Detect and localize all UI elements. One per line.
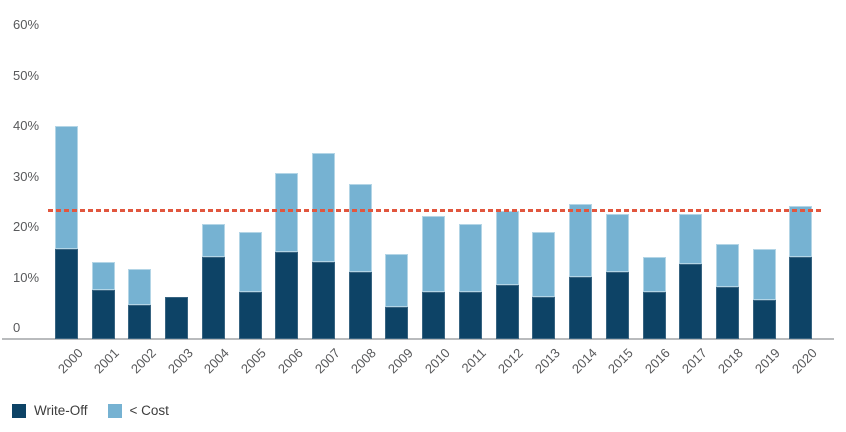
bar-segment-write-off-2014 (569, 277, 593, 339)
bar-segment-less-cost-2013 (532, 231, 556, 298)
bar-segment-write-off-2017 (679, 264, 703, 339)
bar-segment-write-off-2015 (605, 271, 629, 339)
y-tick-label: 20% (13, 219, 40, 234)
bar-segment-write-off-2016 (642, 292, 666, 339)
legend-label-less-cost: < Cost (129, 403, 169, 418)
legend-swatch-less-cost (107, 403, 122, 418)
bar-segment-less-cost-2001 (91, 261, 115, 290)
bar-segment-less-cost-2018 (715, 244, 739, 288)
bar-segment-less-cost-2014 (569, 203, 593, 277)
legend: Write-Off < Cost (12, 403, 189, 418)
bar-segment-write-off-2010 (422, 292, 446, 339)
legend-swatch-write-off (12, 403, 26, 418)
bar-segment-less-cost-2007 (312, 153, 336, 262)
bar-segment-less-cost-2009 (385, 254, 409, 308)
bar-segment-write-off-2019 (752, 299, 776, 339)
y-tick-label: 60% (13, 17, 40, 32)
bar-segment-write-off-2005 (238, 292, 262, 339)
bar-segment-less-cost-2006 (275, 173, 299, 252)
bar-segment-write-off-2004 (201, 256, 225, 339)
bar-segment-less-cost-2017 (679, 213, 703, 265)
bar-segment-less-cost-2020 (789, 206, 813, 257)
bar-segment-less-cost-2000 (55, 125, 78, 250)
bar-segment-less-cost-2004 (201, 223, 225, 257)
legend-label-write-off: Write-Off (34, 403, 88, 418)
bar-segment-write-off-2003 (165, 297, 189, 339)
y-tick-label: 0 (13, 320, 21, 335)
y-tick-label: 40% (13, 118, 40, 133)
bar-segment-write-off-2011 (458, 292, 482, 339)
bar-segment-write-off-2009 (385, 307, 409, 339)
bar-segment-less-cost-2010 (422, 216, 446, 293)
bar-segment-write-off-2008 (348, 271, 372, 339)
bar-segment-less-cost-2005 (238, 231, 262, 293)
bar-segment-less-cost-2019 (752, 249, 776, 300)
bar-segment-less-cost-2015 (605, 213, 629, 272)
bar-segment-write-off-2013 (532, 297, 556, 339)
bar-segment-write-off-2018 (715, 287, 739, 339)
x-axis-line (2, 338, 834, 340)
bar-segment-less-cost-2011 (458, 223, 482, 293)
bar-segment-write-off-2002 (128, 304, 152, 339)
bar-segment-less-cost-2016 (642, 256, 666, 293)
bar-segment-less-cost-2002 (128, 269, 152, 305)
y-tick-label: 10% (13, 269, 40, 285)
bar-segment-write-off-2001 (91, 289, 115, 339)
y-tick-label: 50% (13, 67, 40, 83)
reference-dashed-line (48, 209, 822, 213)
bar-segment-less-cost-2008 (348, 183, 372, 272)
bar-segment-write-off-2020 (789, 256, 813, 339)
bar-segment-write-off-2012 (495, 284, 519, 339)
y-tick-label: 30% (13, 168, 40, 184)
bar-segment-write-off-2000 (55, 249, 78, 339)
bar-segment-less-cost-2012 (495, 211, 519, 285)
bar-segment-write-off-2006 (275, 251, 299, 339)
bar-segment-write-off-2007 (312, 261, 336, 339)
